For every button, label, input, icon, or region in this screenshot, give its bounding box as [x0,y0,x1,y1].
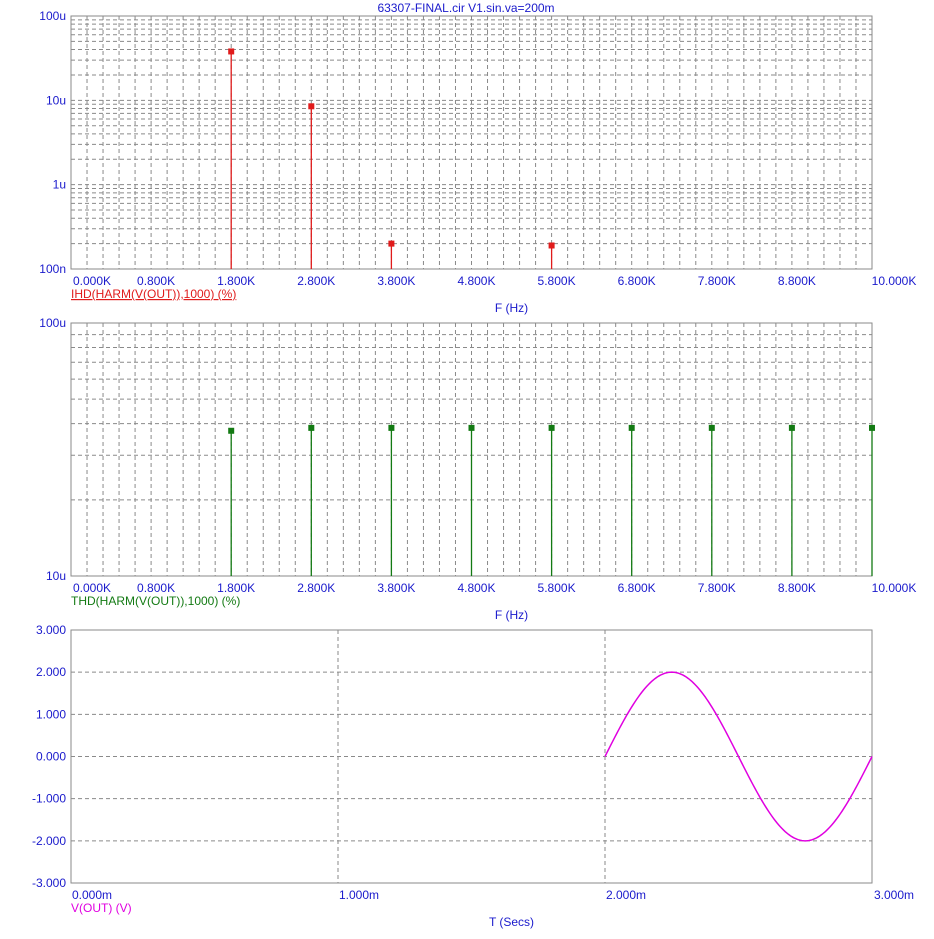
data-point [869,424,875,431]
x-tick-label: 8.800K [778,581,816,595]
plot-panels: 100u 10u 1u 100n 0.000K 0.800K 1.800K 2.800K 3.8… [32,9,916,929]
thd-panel: 100u 10u 0.000K 0.800K 1.800K 2.800K 3.800K 4.8… [39,316,916,622]
y-tick-label: -2.000 [32,834,66,848]
y-tick-label: 100u [39,9,66,23]
ihd-panel: 100u 10u 1u 100n 0.000K 0.800K 1.800K 2.800K 3.8… [39,9,916,315]
x-tick-label: 1.000m [339,888,379,902]
x-tick-label: 2.800K [297,581,335,595]
data-point [468,424,475,431]
data-point [228,427,235,434]
x-tick-label: 6.800K [618,274,656,288]
data-point [548,242,555,249]
legend-label: V(OUT) (V) [71,901,132,915]
x-axis-label: T (Secs) [489,915,534,929]
legend-label: THD(HARM(V(OUT)),1000) (%) [71,594,240,608]
y-tick-label: 1.000 [36,707,66,721]
x-tick-label: 0.000K [73,274,111,288]
data-point [308,424,315,431]
x-axis-label: F (Hz) [495,608,528,622]
data-point [388,240,395,247]
y-tick-label: 100n [39,262,66,276]
data-point [308,103,315,110]
x-tick-label: 5.800K [538,581,576,595]
y-tick-label: -1.000 [32,792,66,806]
y-tick-label: 1u [53,178,66,192]
x-tick-label: 4.800K [457,274,495,288]
data-point [788,424,795,431]
x-tick-label: 3.800K [377,274,415,288]
x-tick-label: 5.800K [538,274,576,288]
y-tick-label: 0.000 [36,750,66,764]
plot-title: 63307-FINAL.cir V1.sin.va=200m [377,1,554,15]
legend-label: IHD(HARM(V(OUT)),1000) (%) [71,287,236,301]
grid [71,630,872,883]
x-tick-label: 1.800K [217,581,255,595]
data-point [228,48,235,55]
y-tick-label: 100u [39,316,66,330]
vout-panel: 3.000 2.000 1.000 0.000 -1.000 -2.000 -3.000 0.… [32,623,914,929]
x-tick-label: 2.000m [606,888,646,902]
x-tick-label: 10.000K [872,274,917,288]
plot-frame [70,15,873,270]
x-tick-label: 0.000m [72,888,112,902]
x-tick-label: 7.800K [698,581,736,595]
y-tick-label: 10u [46,93,66,107]
x-tick-label: 6.800K [618,581,656,595]
data-point [708,424,715,431]
data-point [388,424,395,431]
x-tick-label: 3.000m [874,888,914,902]
data-point [628,424,635,431]
x-tick-label: 0.800K [137,274,175,288]
x-tick-label: 3.800K [377,581,415,595]
data-point [548,424,555,431]
x-tick-label: 8.800K [778,274,816,288]
x-tick-label: 0.000K [73,581,111,595]
y-tick-label: 3.000 [36,623,66,637]
x-tick-label: 1.800K [217,274,255,288]
x-tick-label: 2.800K [297,274,335,288]
x-tick-label: 0.800K [137,581,175,595]
y-tick-label: -3.000 [32,876,66,890]
y-tick-label: 10u [46,569,66,583]
x-axis-label: F (Hz) [495,301,528,315]
grid [71,16,872,269]
x-tick-label: 10.000K [872,581,917,595]
y-tick-label: 2.000 [36,665,66,679]
x-tick-label: 4.800K [457,581,495,595]
x-tick-label: 7.800K [698,274,736,288]
vout-trace [604,671,873,842]
